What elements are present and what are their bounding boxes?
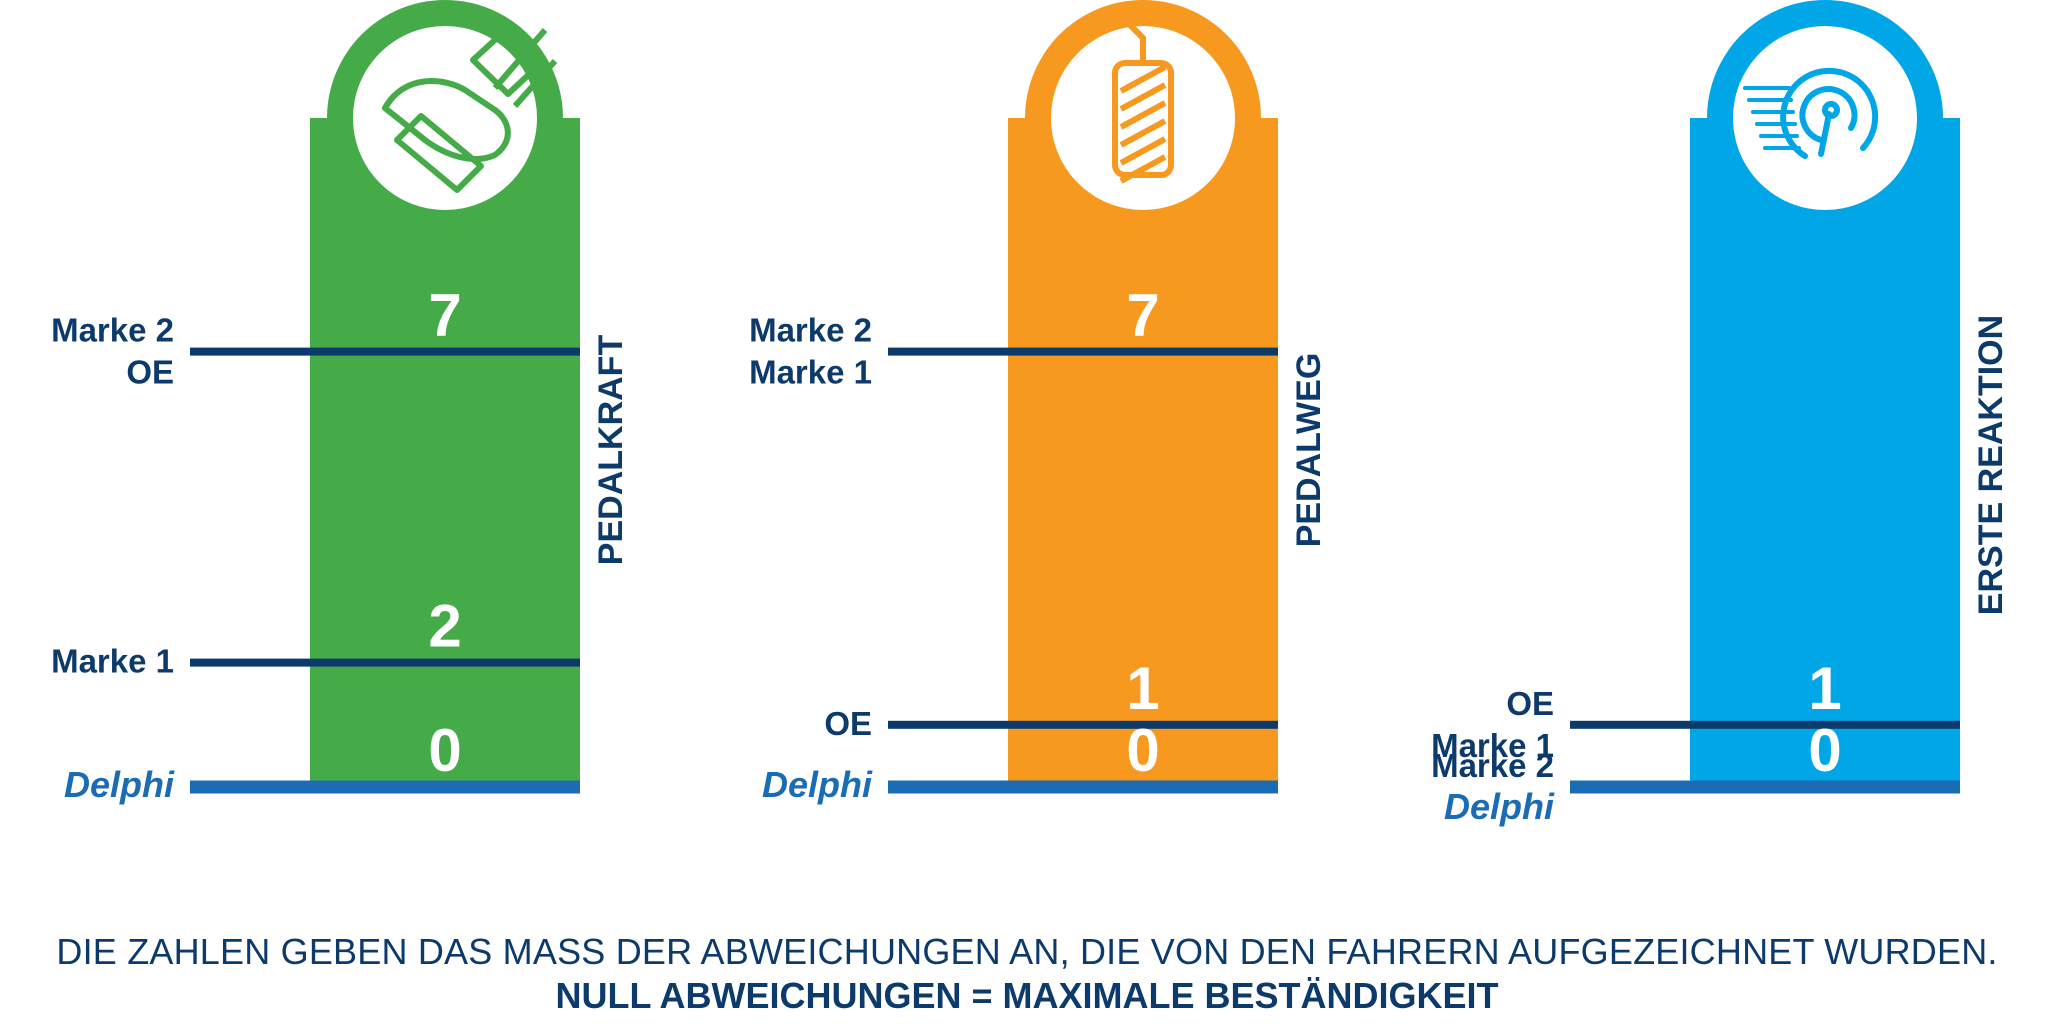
data-label: 2 bbox=[428, 593, 461, 660]
brand-label-delphi: Delphi bbox=[1444, 786, 1555, 827]
data-label: 0 bbox=[428, 717, 461, 784]
level-line bbox=[888, 720, 1278, 729]
metric-label: PEDALWEG bbox=[1290, 353, 1328, 548]
series-label: OE bbox=[126, 354, 174, 391]
data-label: 1 bbox=[1126, 655, 1159, 722]
foot-on-pedal-icon bbox=[382, 25, 558, 193]
level-line bbox=[1570, 720, 1960, 729]
metric-label: ERSTE REAKTION bbox=[1972, 315, 2010, 615]
footer: DIE ZAHLEN GEBEN DAS MASS DER ABWEICHUNG… bbox=[0, 930, 2054, 1018]
series-label: Marke 2 bbox=[51, 312, 174, 349]
level-line bbox=[190, 658, 580, 667]
brand-label-delphi: Delphi bbox=[762, 764, 873, 805]
level-line bbox=[190, 347, 580, 356]
brake-pedal-icon bbox=[1112, 6, 1174, 184]
series-label: OE bbox=[1506, 685, 1554, 722]
series-label: Marke 2 bbox=[749, 312, 872, 349]
series-label: OE bbox=[824, 705, 872, 742]
series-label: Marke 1 bbox=[51, 643, 174, 680]
icon-badge bbox=[353, 26, 537, 210]
data-label: 0 bbox=[1126, 717, 1159, 784]
data-label: 0 bbox=[1808, 717, 1841, 784]
speed-gauge-icon bbox=[1743, 67, 1879, 159]
data-label: 1 bbox=[1808, 655, 1841, 722]
series-label: Marke 2 bbox=[1431, 747, 1554, 784]
baseline bbox=[1570, 780, 1960, 794]
series-label: Marke 1 bbox=[749, 354, 872, 391]
chart-panel: PEDALKRAFT 7 Marke 2 OE 2 Marke 1 0 Delphi bbox=[51, 0, 630, 805]
chart-panel: PEDALWEG 7 Marke 2 Marke 1 1 OE 0 Delphi bbox=[749, 0, 1328, 805]
level-line bbox=[888, 347, 1278, 356]
series-label: Marke 1 bbox=[1431, 727, 1554, 764]
footer-conclusion: NULL ABWEICHUNGEN = MAXIMALE BESTÄNDIGKE… bbox=[555, 975, 1499, 1016]
icon-badge bbox=[1733, 26, 1917, 210]
data-label: 7 bbox=[428, 282, 461, 349]
metric-label: PEDALKRAFT bbox=[592, 335, 630, 566]
brand-label-delphi: Delphi bbox=[64, 764, 175, 805]
footer-note: DIE ZAHLEN GEBEN DAS MASS DER ABWEICHUNG… bbox=[56, 931, 1998, 972]
data-label: 7 bbox=[1126, 282, 1159, 349]
baseline bbox=[190, 780, 580, 794]
baseline bbox=[888, 780, 1278, 794]
